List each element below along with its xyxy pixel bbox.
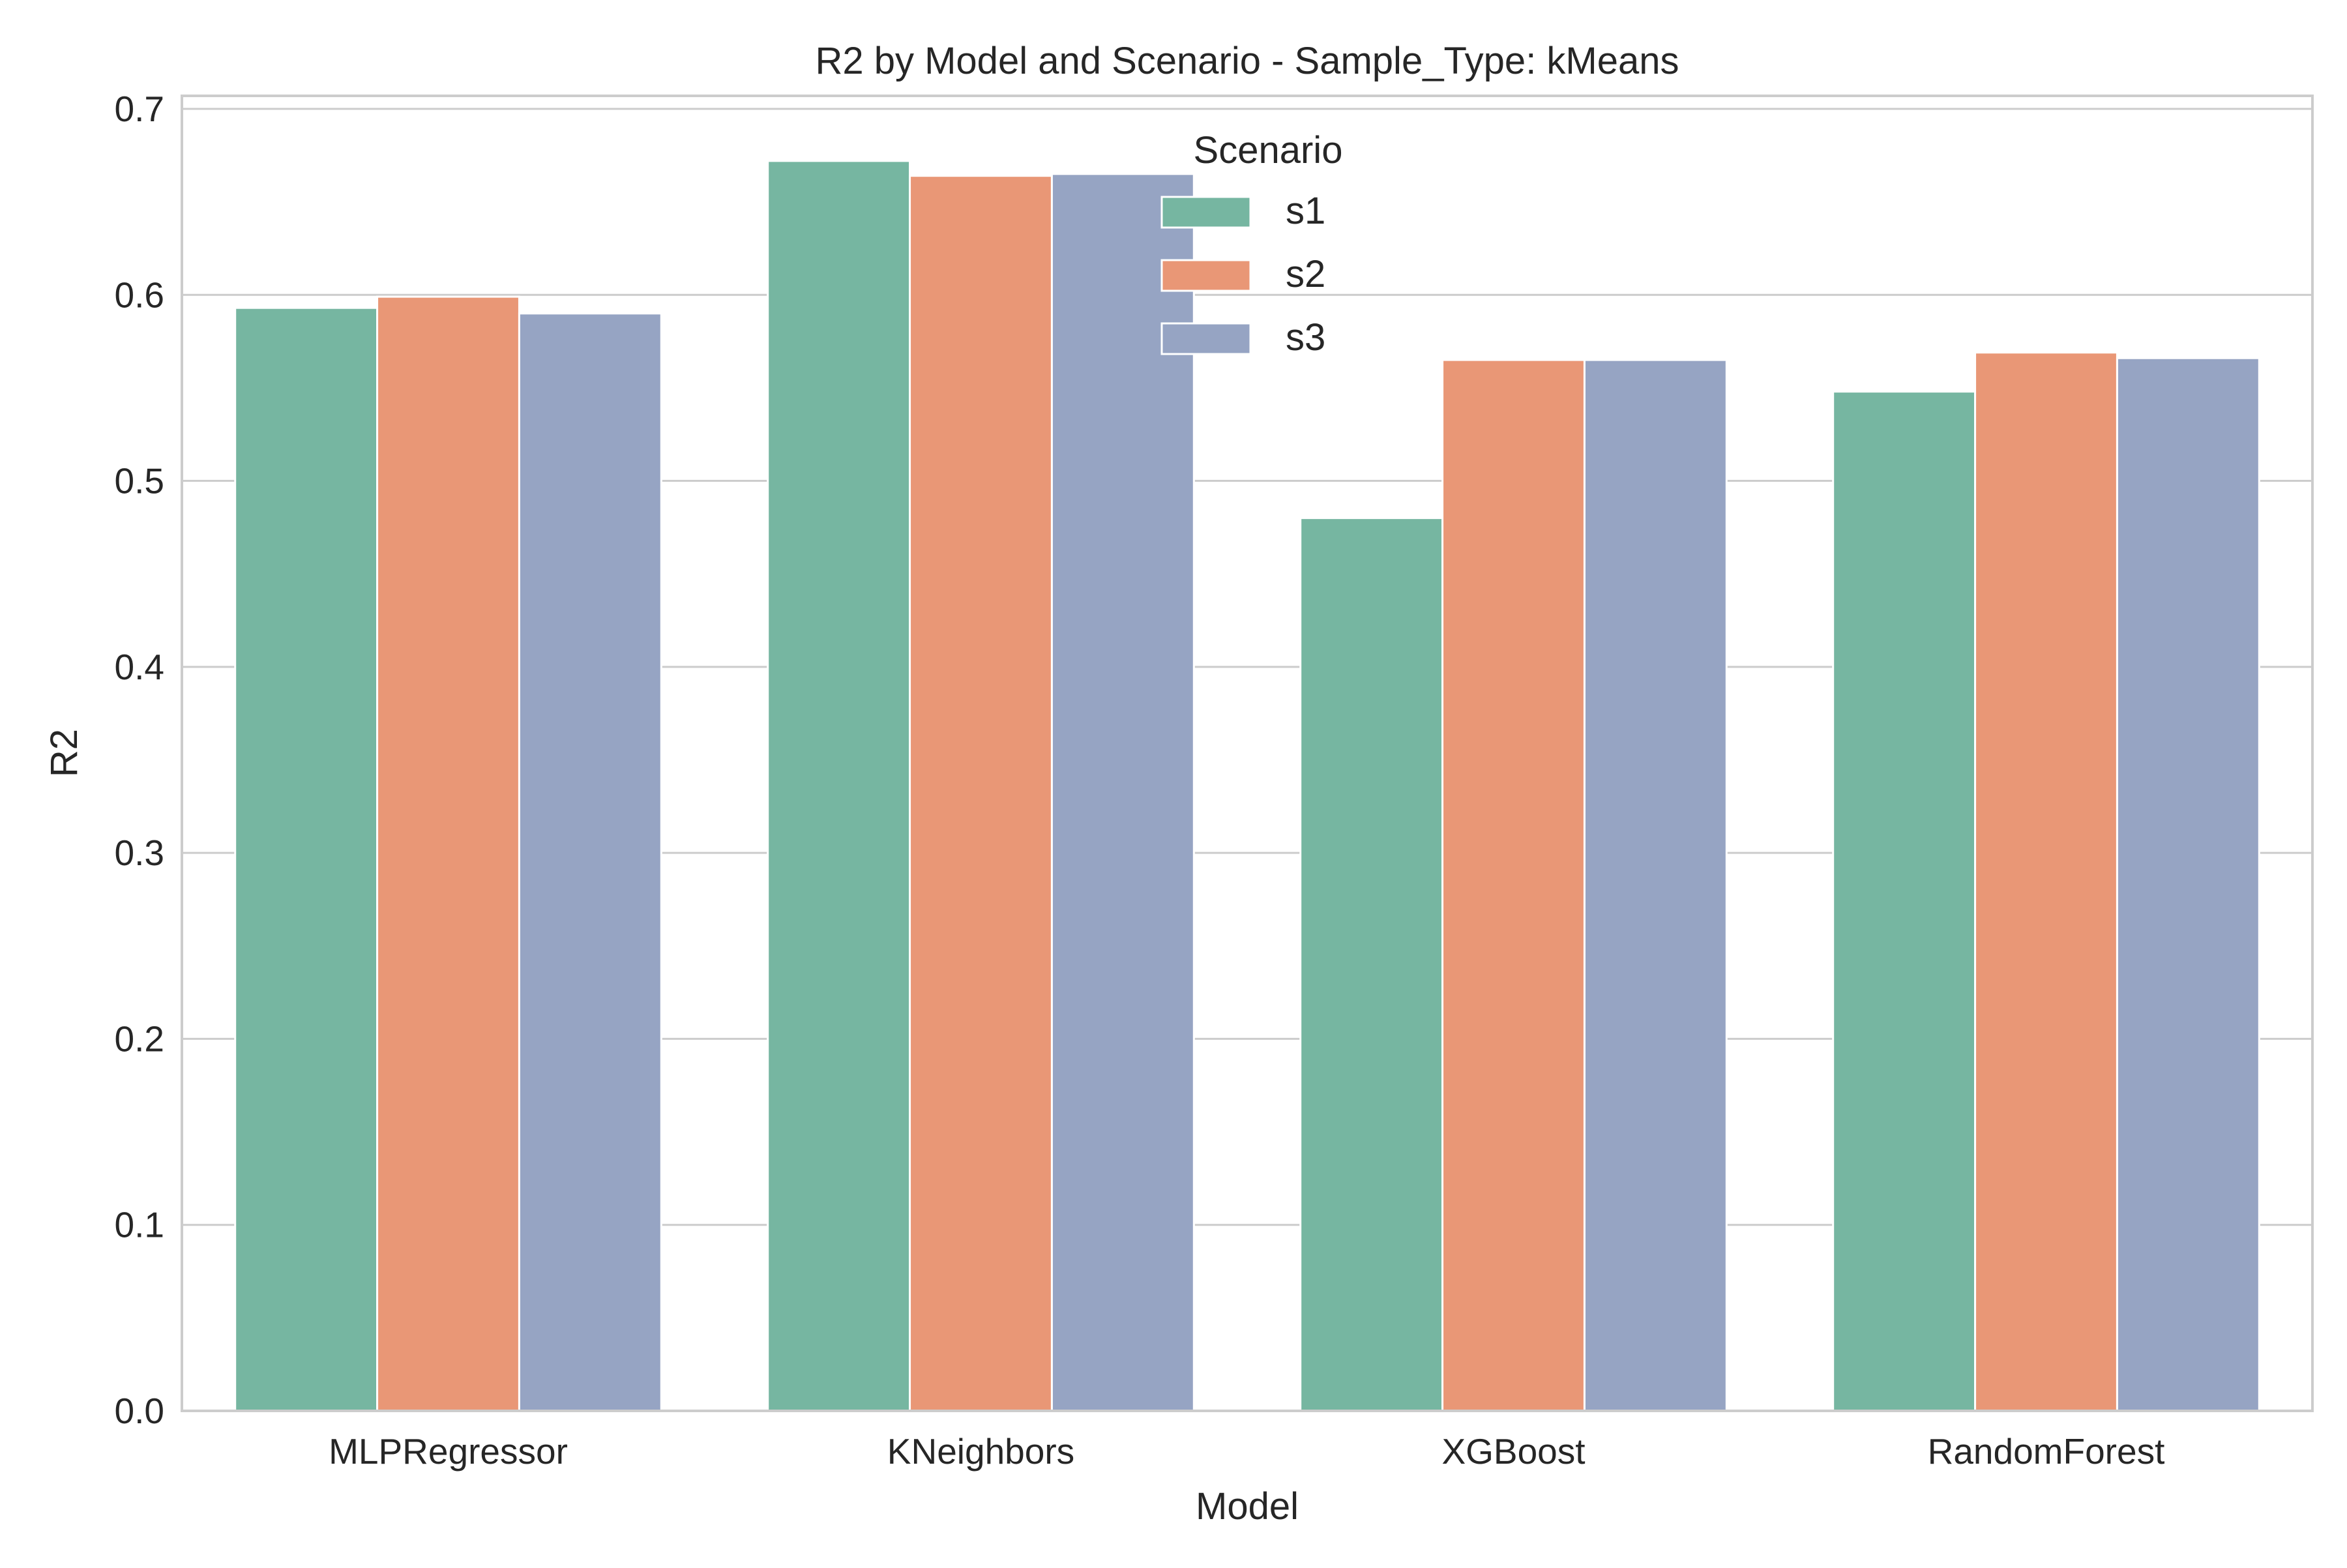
bar-s1-RandomForest [1832, 391, 1977, 1412]
bar-s3-RandomForest [2116, 357, 2260, 1412]
y-tick-label: 0.3 [115, 833, 164, 873]
x-tick-label: KNeighbors [887, 1431, 1074, 1472]
bar-s1-XGBoost [1299, 517, 1444, 1412]
x-tick-label: MLPRegressor [329, 1431, 568, 1472]
bar-s3-MLPRegressor [518, 312, 662, 1412]
x-tick-label: XGBoost [1441, 1431, 1585, 1472]
legend-label-s1: s1 [1286, 190, 1325, 232]
y-tick-label: 0.5 [115, 461, 164, 501]
legend-swatch-s2 [1160, 259, 1252, 292]
chart-title: R2 by Model and Scenario - Sample_Type: … [815, 40, 1679, 82]
legend-title: Scenario [1194, 129, 1343, 171]
legend-swatch-s1 [1160, 196, 1252, 229]
y-axis-label: R2 [43, 729, 85, 777]
bar-s2-KNeighbors [909, 175, 1053, 1412]
legend-items: s1 s2 s3 [1160, 190, 1325, 359]
legend-label-s2: s2 [1286, 253, 1325, 295]
bar-s2-MLPRegressor [376, 295, 520, 1412]
bar-s2-XGBoost [1441, 359, 1586, 1412]
y-tick-label: 0.7 [115, 89, 164, 129]
y-tick-label: 0.2 [115, 1018, 164, 1059]
y-tick-label: 0.0 [115, 1391, 164, 1431]
x-axis-label: Model [1196, 1485, 1299, 1528]
y-tick-label: 0.1 [115, 1205, 164, 1245]
bar-s1-MLPRegressor [234, 306, 379, 1412]
y-tick-label: 0.4 [115, 647, 164, 687]
plot-frame [181, 95, 2314, 1412]
x-tick-labels: MLPRegressor KNeighbors XGBoost RandomFores… [329, 1431, 2164, 1472]
legend: Scenario s1 s2 s3 [1160, 129, 1343, 359]
y-tick-label: 0.6 [115, 274, 164, 315]
x-tick-label: RandomForest [1928, 1431, 2165, 1472]
y-tick-labels: 0.0 0.1 0.2 0.3 0.4 0.5 0.6 0.7 [115, 89, 164, 1431]
bar-s2-RandomForest [1974, 351, 2118, 1412]
bar-s1-KNeighbors [767, 160, 911, 1412]
bars [234, 160, 2260, 1412]
bar-s3-XGBoost [1583, 359, 1728, 1412]
legend-swatch-s3 [1160, 322, 1252, 355]
legend-label-s3: s3 [1286, 316, 1325, 359]
bar-s3-KNeighbors [1050, 173, 1195, 1412]
